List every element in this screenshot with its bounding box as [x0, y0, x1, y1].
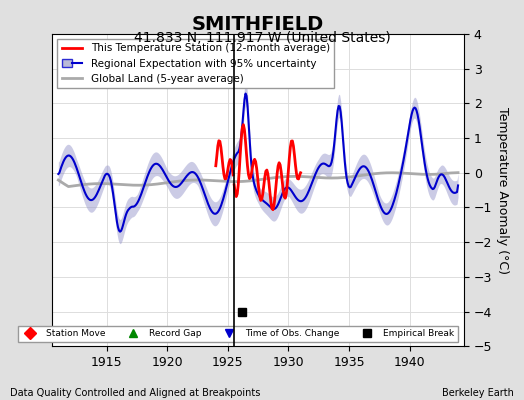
Text: Data Quality Controlled and Aligned at Breakpoints: Data Quality Controlled and Aligned at B…	[10, 388, 261, 398]
Legend: Station Move, Record Gap, Time of Obs. Change, Empirical Break: Station Move, Record Gap, Time of Obs. C…	[18, 326, 457, 342]
Text: 41.833 N, 111.917 W (United States): 41.833 N, 111.917 W (United States)	[134, 31, 390, 45]
Text: Berkeley Earth: Berkeley Earth	[442, 388, 514, 398]
Title: SMITHFIELD: SMITHFIELD	[192, 15, 324, 34]
Y-axis label: Temperature Anomaly (°C): Temperature Anomaly (°C)	[496, 107, 509, 274]
